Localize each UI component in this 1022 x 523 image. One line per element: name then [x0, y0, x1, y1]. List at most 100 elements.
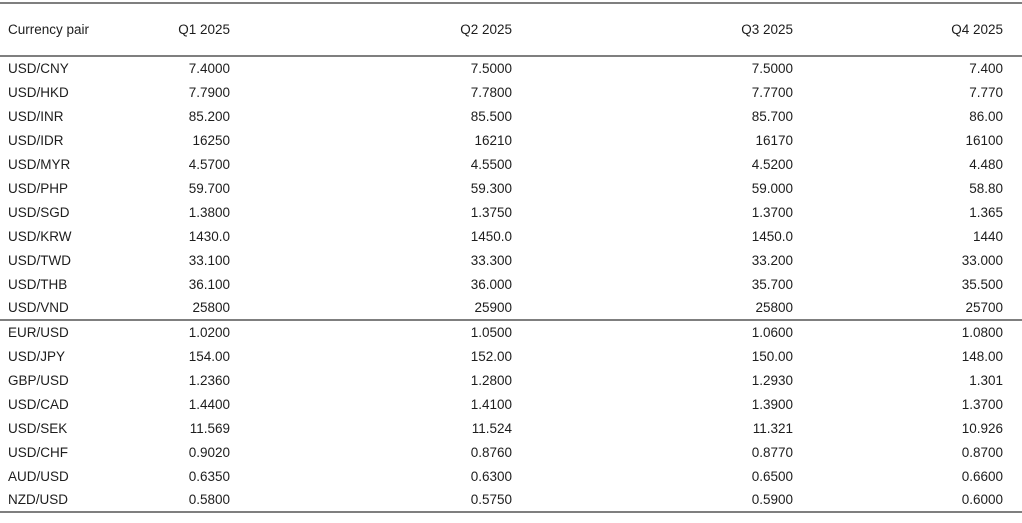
q2-value-cell: 33.300: [470, 252, 512, 268]
q1-value-cell: 154.00: [188, 348, 230, 364]
currency-pair-cell: EUR/USD: [0, 319, 150, 344]
table-row: AUD/USD 0.6350 0.6300 0.6500 0.6600: [0, 464, 1022, 488]
q3-value-cell: 11.321: [752, 420, 793, 436]
currency-pair-cell: GBP/USD: [8, 372, 69, 388]
table-row: USD/SGD 1.3800 1.3750 1.3700 1.365: [0, 200, 1022, 224]
q1-value-cell: 59.700: [188, 180, 230, 196]
q2-value-cell: 16210: [474, 132, 512, 148]
currency-pair-cell: USD/SEK: [8, 420, 68, 436]
q2-value-cell: 59.300: [470, 180, 512, 196]
q4-value-cell: 1440: [972, 228, 1003, 244]
q3-value-cell: 0.5900: [512, 488, 793, 513]
q2-value-cell: 152.00: [470, 348, 512, 364]
table-row: USD/KRW 1430.0 1450.0 1450.0 1440: [0, 224, 1022, 248]
q3-value-cell: 1.0600: [512, 319, 793, 344]
table-row: USD/INR 85.200 85.500 85.700 86.00: [0, 104, 1022, 128]
currency-pair-cell: USD/KRW: [8, 228, 72, 244]
table-row: USD/SEK 11.569 11.524 11.321 10.926: [0, 416, 1022, 440]
q3-value-cell: 33.200: [751, 252, 793, 268]
q3-value-cell: 1.3900: [751, 396, 793, 412]
q4-value-cell: 16100: [965, 132, 1003, 148]
q4-value-cell: 0.6000: [793, 488, 1022, 513]
currency-pair-cell: USD/THB: [8, 276, 68, 292]
q1-value-cell: 36.100: [188, 276, 230, 292]
q4-value-cell: 0.8700: [961, 444, 1003, 460]
q1-value-cell: 11.569: [189, 420, 230, 436]
currency-pair-cell: USD/IDR: [8, 132, 64, 148]
table-row: USD/VND 25800 25900 25800 25700: [0, 296, 1022, 320]
q3-value-cell: 1.2930: [751, 372, 793, 388]
q3-value-cell: 59.000: [751, 180, 793, 196]
currency-pair-cell: NZD/USD: [0, 488, 150, 513]
q1-value-cell: 0.9020: [188, 444, 230, 460]
q3-value-cell: 85.700: [751, 108, 793, 124]
q3-value-cell: 16170: [755, 132, 793, 148]
table-row: NZD/USD 0.5800 0.5750 0.5900 0.6000: [0, 488, 1022, 513]
q2-value-cell: 36.000: [470, 276, 512, 292]
q1-value-cell: 16250: [192, 132, 230, 148]
currency-pair-cell: USD/CHF: [8, 444, 68, 460]
table-row: EUR/USD 1.0200 1.0500 1.0600 1.0800: [0, 319, 1022, 344]
q2-value-cell: 0.6300: [470, 468, 512, 484]
q4-value-cell: 35.500: [961, 276, 1003, 292]
table-body: USD/CNY 7.4000 7.5000 7.5000 7.400 USD/H…: [0, 56, 1022, 513]
table-row: USD/IDR 16250 16210 16170 16100: [0, 128, 1022, 152]
table-row: USD/HKD 7.7900 7.7800 7.7700 7.770: [0, 80, 1022, 104]
q4-value-cell: 1.3700: [961, 396, 1003, 412]
column-header-q3-2025: Q3 2025: [512, 2, 793, 57]
table-row: USD/MYR 4.5700 4.5500 4.5200 4.480: [0, 152, 1022, 176]
column-header-q1-2025: Q1 2025: [150, 2, 230, 57]
q3-value-cell: 4.5200: [751, 156, 793, 172]
q2-value-cell: 1450.0: [470, 228, 512, 244]
currency-pair-cell: USD/TWD: [8, 252, 71, 268]
q4-value-cell: 4.480: [969, 156, 1003, 172]
q1-value-cell: 7.4000: [188, 61, 230, 76]
q2-value-cell: 7.5000: [470, 61, 512, 76]
q1-value-cell: 1430.0: [188, 228, 230, 244]
column-header-q4-2025: Q4 2025: [793, 2, 1022, 57]
table-row: USD/CHF 0.9020 0.8760 0.8770 0.8700: [0, 440, 1022, 464]
column-header-currency-pair: Currency pair: [0, 2, 150, 57]
q3-value-cell: 150.00: [751, 348, 793, 364]
q4-value-cell: 1.365: [969, 204, 1003, 220]
q4-value-cell: 1.301: [969, 372, 1003, 388]
q1-value-cell: 1.2360: [188, 372, 230, 388]
currency-pair-cell: USD/MYR: [8, 156, 71, 172]
q2-value-cell: 0.8760: [470, 444, 512, 460]
q3-value-cell: 7.5000: [751, 61, 793, 76]
q1-value-cell: 1.3800: [188, 204, 230, 220]
q1-value-cell: 85.200: [188, 108, 230, 124]
table-row: GBP/USD 1.2360 1.2800 1.2930 1.301: [0, 368, 1022, 392]
q3-value-cell: 25800: [755, 300, 793, 315]
currency-pair-cell: USD/CAD: [8, 396, 69, 412]
q4-value-cell: 148.00: [961, 348, 1003, 364]
q2-value-cell: 4.5500: [470, 156, 512, 172]
q2-value-cell: 85.500: [470, 108, 512, 124]
q4-value-cell: 7.770: [969, 84, 1003, 100]
table-row: USD/THB 36.100 36.000 35.700 35.500: [0, 272, 1022, 296]
q2-value-cell: 7.7800: [470, 84, 512, 100]
q4-value-cell: 33.000: [961, 252, 1003, 268]
currency-pair-cell: USD/JPY: [8, 348, 66, 364]
q3-value-cell: 7.7700: [751, 84, 793, 100]
q4-value-cell: 25700: [965, 300, 1003, 315]
currency-pair-cell: USD/PHP: [8, 180, 69, 196]
q2-value-cell: 1.0500: [230, 319, 512, 344]
column-header-q2-2025: Q2 2025: [230, 2, 512, 57]
currency-pair-cell: USD/INR: [8, 108, 64, 124]
q2-value-cell: 11.524: [471, 420, 512, 436]
q2-value-cell: 25900: [474, 300, 512, 315]
q4-value-cell: 0.6600: [961, 468, 1003, 484]
q4-value-cell: 86.00: [969, 108, 1003, 124]
q4-value-cell: 1.0800: [793, 319, 1022, 344]
q2-value-cell: 1.3750: [470, 204, 512, 220]
q3-value-cell: 0.8770: [751, 444, 793, 460]
table-header-row: Currency pair Q1 2025 Q2 2025 Q3 2025 Q4…: [0, 2, 1022, 57]
table-row: USD/PHP 59.700 59.300 59.000 58.80: [0, 176, 1022, 200]
q1-value-cell: 7.7900: [188, 84, 230, 100]
q3-value-cell: 1.3700: [751, 204, 793, 220]
currency-pair-cell: AUD/USD: [8, 468, 69, 484]
q3-value-cell: 35.700: [751, 276, 793, 292]
q3-value-cell: 0.6500: [751, 468, 793, 484]
table-row: USD/JPY 154.00 152.00 150.00 148.00: [0, 344, 1022, 368]
